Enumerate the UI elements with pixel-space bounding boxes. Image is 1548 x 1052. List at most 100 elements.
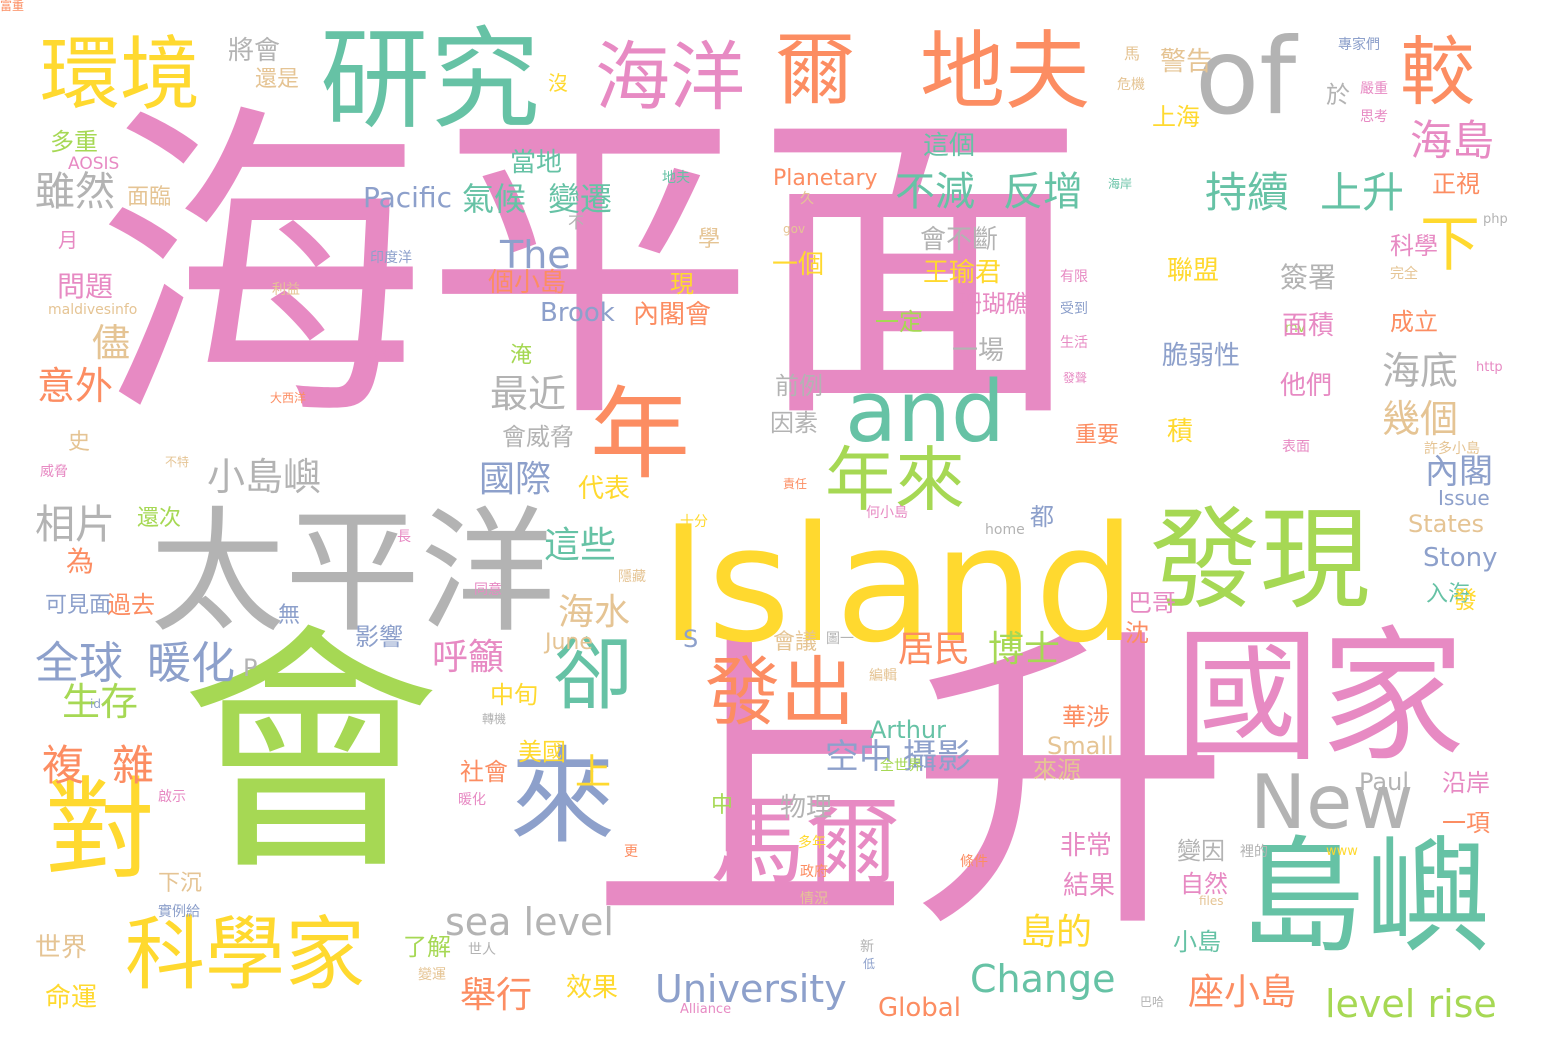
word-104: 為 [66, 545, 95, 578]
word-80: www [1326, 844, 1358, 859]
word-142: 海岸 [1108, 177, 1133, 191]
word-100: 沒 [548, 71, 568, 95]
word-44: 儘 [92, 321, 131, 365]
word-31: sea level [445, 900, 614, 944]
word-122: 世界 [35, 933, 88, 963]
word-136: 嚴重 [1360, 81, 1388, 97]
word-93: 印度洋 [370, 250, 412, 266]
word-138: 於 [1326, 81, 1350, 109]
word-5: 太平洋 [150, 494, 555, 651]
word-110: 長 [397, 529, 411, 545]
word-146: 現 [670, 270, 694, 298]
word-57: 島的 [1020, 912, 1093, 953]
word-145: 學 [698, 227, 721, 252]
word-120: 了解 [403, 933, 451, 961]
word-97: 史 [68, 430, 91, 455]
word-192: 小島 [1173, 928, 1221, 956]
word-69: Stony [1423, 543, 1498, 573]
word-29: 持續 [1205, 168, 1290, 217]
word-55: 幾個 [1382, 397, 1459, 441]
word-90: 面臨 [127, 185, 172, 210]
word-99: 當地 [510, 148, 563, 178]
word-203: 富重 [0, 0, 25, 13]
word-7: 研究 [320, 16, 540, 144]
word-10: 來 [510, 736, 616, 858]
word-47: 這些 [544, 525, 617, 566]
word-114: 中旬 [490, 681, 538, 709]
word-19: 爾 [775, 23, 855, 116]
word-9: 馬爾 [710, 787, 901, 897]
word-79: http [1476, 360, 1503, 375]
word-166: 表面 [1282, 439, 1310, 455]
word-115: 美國 [518, 738, 566, 766]
word-119: 物理 [780, 793, 833, 823]
word-12: and [845, 363, 1005, 462]
word-158: 發聲 [1063, 371, 1088, 385]
word-150: 珊瑚礁 [958, 290, 1030, 318]
word-167: 正視 [1432, 170, 1480, 198]
word-39: 雜 [112, 741, 155, 790]
word-139: 上海 [1152, 103, 1200, 131]
word-129: 隱藏 [618, 569, 646, 585]
word-144: 不 [568, 213, 585, 232]
word-155: 有限 [1060, 269, 1088, 285]
word-82: files [1199, 894, 1224, 908]
word-84: id [90, 697, 101, 711]
word-75: maldivesinfo [48, 302, 138, 318]
word-85: S [683, 625, 699, 653]
word-169: 完全 [1390, 266, 1418, 282]
word-107: 還次 [137, 506, 182, 531]
word-117: 上 [575, 752, 612, 793]
word-6: 島嶼 [1240, 825, 1490, 970]
word-73: June [545, 630, 593, 655]
word-175: 巴哥 [1128, 589, 1176, 617]
word-21: 年來 [825, 439, 965, 521]
word-178: 發 [1453, 586, 1477, 614]
word-162: 聯盟 [1167, 256, 1220, 286]
word-161: 積 [1167, 417, 1194, 447]
word-200: 巴哈 [1140, 995, 1165, 1009]
word-51: 博士 [988, 629, 1061, 670]
word-151: 一定 [875, 308, 923, 336]
word-141: 地夫 [662, 170, 690, 186]
word-186: 一項 [1442, 809, 1490, 837]
word-198: 新 [860, 939, 874, 955]
word-60: 氣候 [462, 180, 527, 218]
word-148: 會不斷 [920, 225, 999, 255]
word-102: 內閣會 [633, 300, 712, 330]
word-41: 相片 [35, 502, 115, 548]
word-125: 實例給 [158, 904, 200, 920]
word-188: 變因 [1177, 837, 1225, 865]
word-116: 社會 [460, 758, 508, 786]
word-180: 圖一 [826, 631, 854, 647]
word-163: 簽署 [1280, 261, 1337, 294]
word-127: 暖化 [458, 792, 486, 808]
word-177: 入海 [1426, 582, 1471, 607]
word-96: 大西洋 [270, 391, 307, 405]
word-95: 以來 [365, 346, 393, 362]
word-63: Pacific [363, 181, 452, 214]
word-160: 重要 [1075, 423, 1120, 448]
word-172: 都 [1030, 503, 1054, 531]
word-174: 何小島 [866, 505, 908, 521]
word-20: 環境 [40, 28, 200, 121]
word-149: 王瑜君 [923, 258, 1002, 288]
word-15: 對 [45, 766, 155, 894]
word-81: mv [1285, 321, 1306, 336]
word-156: 受到 [1060, 301, 1088, 317]
word-187: 非常 [1060, 831, 1113, 861]
word-46: 國際 [479, 459, 552, 500]
word-52: 空中 [825, 737, 893, 777]
word-185: 沿岸 [1442, 769, 1490, 797]
word-77: gov [783, 222, 806, 236]
word-133: 警告 [1160, 47, 1213, 77]
word-25: 下 [1420, 210, 1480, 280]
word-83: Alliance [680, 1002, 732, 1017]
word-202: 不特 [165, 455, 190, 469]
word-109: 會威脅 [502, 423, 574, 451]
word-108: 代表 [578, 474, 631, 504]
word-170: 成立 [1390, 308, 1438, 336]
word-89: 多重 [50, 128, 98, 156]
word-152: 一場 [952, 336, 1005, 366]
word-35: 小島嶼 [207, 455, 322, 499]
